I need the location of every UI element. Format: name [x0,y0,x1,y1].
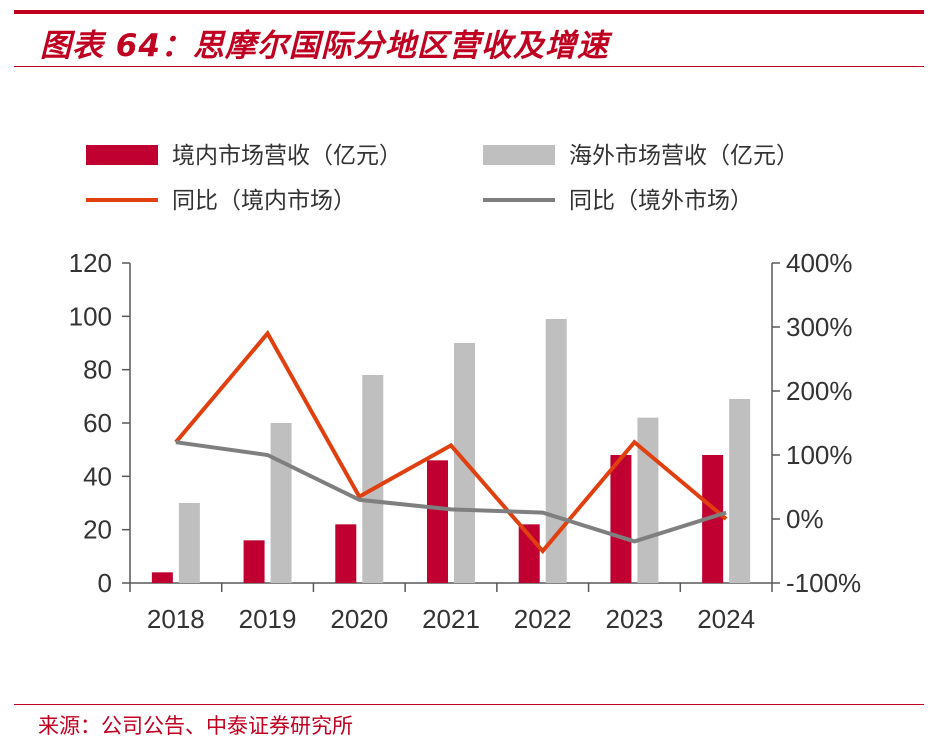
chart-bars [151,319,751,583]
y-left-tick-label: 100 [69,301,112,331]
overseas-bar-2019 [270,423,292,583]
domestic-bar-2024 [702,455,724,583]
y-left-tick-label: 80 [83,355,112,385]
chart-lines [174,329,728,555]
figure-title: 图表 64：思摩尔国际分地区营收及增速 [40,28,609,64]
y-left-tick-label: 0 [98,568,112,598]
domestic-bar-2023 [610,455,632,583]
y-left-tick-label: 40 [83,461,112,491]
y-right-tick-label: -100% [786,568,861,598]
overseas-bar-2023 [637,417,659,583]
domestic-bar-2020 [335,524,357,583]
bottom-rule [14,704,924,705]
x-tick-label: 2024 [697,604,755,634]
overseas-yoy-line [175,440,727,544]
y-right-tick-label: 400% [786,248,853,278]
top-rule [14,10,924,14]
title-rule [14,66,924,67]
chart-axes: 0 20 40 60 80 100 120 -100% 0% 100% 200% 300% 400% 20… [69,248,862,634]
chart-legend: 境内市场营收（亿元） 海外市场营收（亿元） 同比（境内市场） 同比（境外市场） [86,143,799,214]
y-right-tick-label: 0% [786,504,824,534]
domestic-yoy-line [174,329,728,555]
y-left-tick-label: 20 [83,515,112,545]
domestic-bar-2019 [243,540,265,583]
overseas-bar-2024 [729,399,751,583]
legend-label-3: 同比（境外市场） [569,188,753,214]
legend-label-0: 境内市场营收（亿元） [172,143,402,169]
y-right-tick-label: 300% [786,312,853,342]
legend-swatch-0 [86,145,158,165]
domestic-bar-2021 [427,460,448,583]
revenue-growth-chart: 境内市场营收（亿元） 海外市场营收（亿元） 同比（境内市场） 同比（境外市场） 0 20… [69,143,862,634]
legend-label-2: 同比（境内市场） [172,188,356,214]
domestic-bar-2018 [151,572,173,583]
y-right-tick-label: 100% [786,440,853,470]
y-left-tick-label: 120 [69,248,112,278]
overseas-bar-2018 [178,503,200,583]
legend-swatch-1 [483,145,555,165]
overseas-bar-2020 [362,375,384,583]
x-tick-label: 2019 [239,604,297,634]
y-left-tick-label: 60 [83,408,112,438]
legend-label-1: 海外市场营收（亿元） [569,143,799,169]
source-note: 来源：公司公告、中泰证券研究所 [38,714,353,738]
x-tick-label: 2022 [514,604,572,634]
x-tick-label: 2021 [422,604,480,634]
y-right-tick-label: 200% [786,376,853,406]
x-tick-label: 2020 [330,604,388,634]
x-tick-label: 2023 [606,604,664,634]
x-tick-label: 2018 [147,604,205,634]
